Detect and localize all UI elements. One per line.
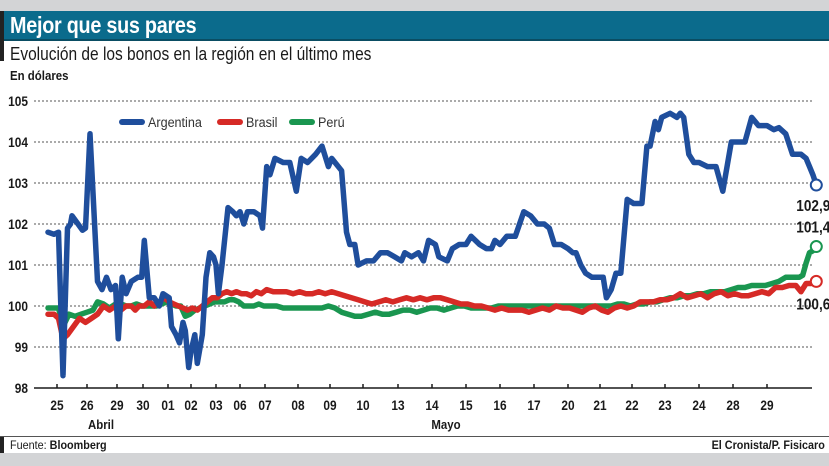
y-tick-label: 101	[8, 257, 28, 273]
y-tick-label: 104	[8, 134, 29, 150]
line-chart: 98 99 100 101 102 103 104 105 25 26 29 30 01 02 03 06 0…	[8, 93, 829, 432]
series-lines	[45, 110, 820, 379]
x-tick-label: 20	[561, 397, 574, 413]
x-tick-label: 29	[110, 397, 123, 413]
x-tick-label: 29	[760, 397, 773, 413]
x-tick-label: 15	[459, 397, 472, 413]
chart-title: Mejor que sus pares	[10, 12, 197, 38]
x-tick-label: 28	[726, 397, 739, 413]
end-value-label-peru: 101,4	[796, 220, 829, 237]
credit-note: El Cronista/P. Fisicaro	[711, 438, 825, 452]
x-tick-label: 17	[527, 397, 540, 413]
endpoint-marker-argentina	[809, 178, 823, 192]
x-axis: 25 26 29 30 01 02 03 06 07 08 09 10 13 14 15 16 17 20 21 22…	[34, 384, 812, 432]
footer-accent-bar	[0, 437, 4, 453]
x-tick-label: 07	[258, 397, 271, 413]
y-axis-ticks: 98 99 100 101 102 103 104 105	[8, 93, 29, 396]
source-label: Fuente:	[10, 438, 47, 452]
x-tick-label: 09	[323, 397, 336, 413]
y-tick-label: 100	[8, 298, 28, 314]
source-value: Bloomberg	[49, 438, 107, 452]
x-tick-label: 24	[692, 397, 706, 413]
endpoint-marker-brasil	[809, 274, 823, 288]
x-tick-label: 26	[80, 397, 93, 413]
x-tick-label: 23	[658, 397, 671, 413]
x-tick-label: 08	[291, 397, 304, 413]
month-label-mayo: Mayo	[431, 417, 460, 432]
header-accent-bar	[0, 11, 4, 61]
y-tick-label: 99	[15, 339, 28, 355]
unit-label: En dólares	[10, 68, 69, 83]
x-tick-label: 25	[50, 397, 63, 413]
x-tick-label: 21	[593, 397, 606, 413]
top-border-strip	[0, 0, 829, 11]
x-tick-label: 01	[161, 397, 174, 413]
footer-divider	[0, 436, 829, 437]
header-bar	[0, 11, 829, 41]
x-tick-label: 06	[233, 397, 246, 413]
x-tick-label: 13	[391, 397, 404, 413]
bottom-border-strip	[0, 453, 829, 466]
legend-label-brasil: Brasil	[246, 114, 277, 130]
x-tick-label: 16	[493, 397, 506, 413]
x-tick-label: 10	[356, 397, 369, 413]
source-note: Fuente: Bloomberg	[10, 438, 107, 452]
x-tick-label: 22	[625, 397, 638, 413]
y-tick-label: 103	[8, 175, 28, 191]
series-line-peru	[45, 243, 820, 330]
end-value-label-brasil: 100,6	[796, 296, 829, 313]
legend-label-argentina: Argentina	[148, 114, 202, 130]
series-line-argentina	[45, 110, 820, 379]
y-tick-label: 102	[8, 216, 28, 232]
endpoint-marker-peru	[809, 240, 823, 254]
x-tick-label: 02	[184, 397, 197, 413]
chart-subtitle: Evolución de los bonos en la región en e…	[10, 44, 372, 64]
month-label-abril: Abril	[88, 417, 114, 432]
legend-label-peru: Perú	[318, 114, 345, 130]
series-endpoints: 102,9 100,6 101,4	[796, 178, 829, 314]
x-tick-label: 30	[136, 397, 149, 413]
x-tick-label: 03	[209, 397, 222, 413]
y-tick-label: 98	[15, 380, 28, 396]
y-tick-label: 105	[8, 93, 28, 109]
x-tick-label: 14	[425, 397, 439, 413]
legend: Argentina Brasil Perú	[119, 114, 345, 130]
end-value-label-argentina: 102,9	[796, 198, 829, 215]
